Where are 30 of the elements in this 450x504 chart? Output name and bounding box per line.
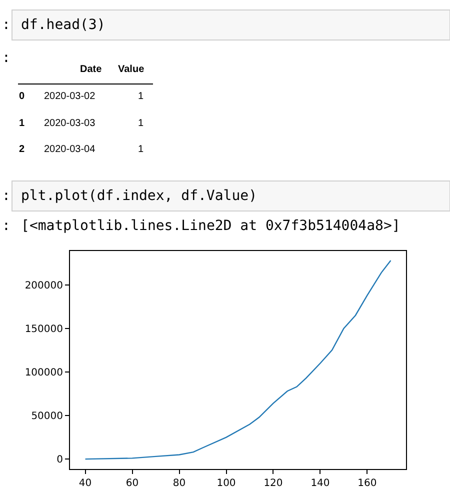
- text: df.head(3): [21, 17, 106, 33]
- y-tick-label: 200000: [24, 280, 63, 292]
- y-tick-label: 150000: [24, 324, 63, 335]
- text: 2020-03-04: [44, 144, 96, 155]
- text: 1: [138, 144, 144, 155]
- text: Date: [80, 64, 102, 75]
- x-tick-label: 120: [264, 478, 283, 489]
- text: 2020-03-03: [44, 118, 96, 129]
- text: plt.plot(df.index, df.Value): [21, 188, 258, 204]
- y-tick-label: 0: [56, 454, 63, 466]
- x-tick-label: 160: [358, 478, 377, 489]
- text: :: [2, 50, 10, 66]
- text: 1: [138, 118, 144, 129]
- text: :: [2, 218, 10, 234]
- text: :: [2, 17, 10, 33]
- text: 2020-03-02: [44, 91, 96, 102]
- x-tick-label: 140: [310, 478, 330, 489]
- y-tick-label: 50000: [31, 411, 63, 422]
- text: :: [2, 188, 10, 204]
- text: 1: [138, 91, 144, 102]
- text: [<matplotlib.lines.Line2D at 0x7f3b514004a8>]: [21, 218, 400, 234]
- x-tick-label: 40: [78, 478, 92, 489]
- text: 1: [19, 118, 25, 129]
- text: 2: [19, 144, 25, 155]
- x-tick-label: 80: [172, 478, 186, 489]
- text: Value: [118, 64, 145, 75]
- x-tick-label: 100: [216, 478, 236, 489]
- x-tick-label: 60: [126, 478, 139, 489]
- y-tick-label: 100000: [24, 367, 63, 378]
- line-series: [84, 260, 392, 460]
